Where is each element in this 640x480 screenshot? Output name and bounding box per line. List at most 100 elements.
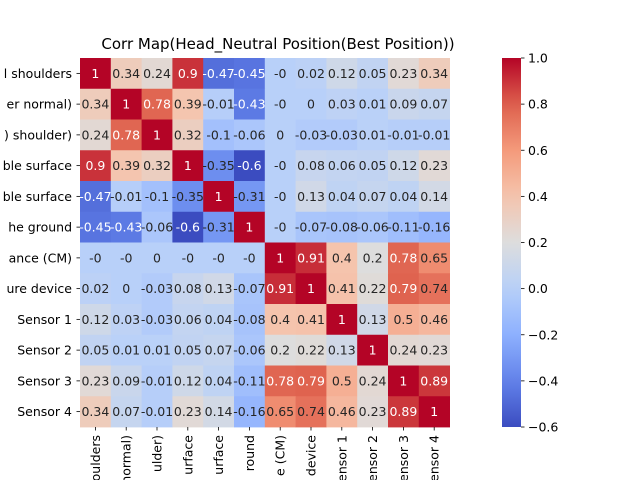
cell-value-label: 0 bbox=[122, 281, 130, 296]
heatmap-cell bbox=[172, 119, 204, 151]
heatmap-cell bbox=[418, 181, 450, 213]
colorbar-tick-label: −0.2 bbox=[528, 327, 558, 342]
colorbar-tick-label: 0.2 bbox=[528, 235, 548, 250]
cell-value-label: 1 bbox=[122, 97, 130, 112]
heatmap-cell bbox=[357, 334, 389, 366]
cell-value-label: 0 bbox=[307, 97, 315, 112]
cell-value-label: 0.03 bbox=[328, 97, 356, 112]
heatmap-cell bbox=[234, 396, 266, 428]
cell-value-label: 0.12 bbox=[328, 66, 356, 81]
cell-value-label: 0.13 bbox=[359, 312, 387, 327]
cell-value-label: 0.05 bbox=[359, 66, 387, 81]
heatmap-cell bbox=[203, 334, 235, 366]
cell-value-label: 1 bbox=[91, 66, 99, 81]
heatmap-cell bbox=[388, 211, 420, 243]
heatmap-cell bbox=[172, 396, 204, 428]
heatmap-cell bbox=[418, 396, 450, 428]
heatmap-cell bbox=[141, 396, 173, 428]
heatmap-cell bbox=[234, 58, 266, 90]
heatmap-cell bbox=[295, 304, 327, 336]
cell-value-label: -0 bbox=[89, 250, 102, 265]
row-tick-label: ance (CM) bbox=[9, 250, 72, 265]
heatmap-cell bbox=[326, 273, 358, 305]
cell-value-label: 0.91 bbox=[297, 250, 325, 265]
heatmap-cell bbox=[264, 365, 296, 397]
column-tick-label: ensor 2 bbox=[365, 435, 380, 480]
heatmap-cell bbox=[141, 211, 173, 243]
cell-value-label: 0.01 bbox=[112, 343, 140, 358]
heatmap-cell bbox=[172, 304, 204, 336]
heatmap-cell bbox=[141, 150, 173, 182]
cell-value-label: -0 bbox=[274, 220, 287, 235]
heatmap-cell bbox=[326, 365, 358, 397]
heatmap-cell bbox=[141, 88, 173, 120]
heatmap-cell bbox=[264, 150, 296, 182]
heatmap-cell bbox=[110, 242, 142, 274]
heatmap-cell bbox=[80, 242, 112, 274]
cell-value-label: 0.79 bbox=[297, 373, 325, 388]
colorbar-tick-label: −0.4 bbox=[528, 373, 558, 388]
heatmap-cell bbox=[418, 58, 450, 90]
cell-value-label: -0.31 bbox=[202, 220, 234, 235]
row-tick-label: ble surface bbox=[3, 158, 73, 173]
heatmap-value-labels: 1 0.34 0.24 0.9 -0.47-0.45 -0 0.02 0.12 0.05 0.23… bbox=[79, 66, 450, 419]
cell-value-label: 0.74 bbox=[420, 281, 448, 296]
cell-value-label: -0.06 bbox=[356, 220, 388, 235]
heatmap-cell bbox=[326, 396, 358, 428]
heatmap-cell bbox=[234, 304, 266, 336]
heatmap-cell bbox=[110, 334, 142, 366]
cell-value-label: 0.9 bbox=[178, 66, 198, 81]
heatmap-cell bbox=[234, 211, 266, 243]
cell-value-label: -0.07 bbox=[233, 281, 265, 296]
cell-value-label: -0.11 bbox=[387, 220, 419, 235]
heatmap-cell bbox=[326, 58, 358, 90]
heatmap-cell bbox=[388, 58, 420, 90]
heatmap-cell bbox=[264, 242, 296, 274]
cell-value-label: 0.4 bbox=[332, 250, 352, 265]
cell-value-label: 0.09 bbox=[389, 97, 417, 112]
column-tick-label: ensor 4 bbox=[427, 435, 442, 480]
cell-value-label: 0.22 bbox=[359, 281, 387, 296]
cell-value-label: 0.01 bbox=[359, 97, 387, 112]
cell-value-label: 0.07 bbox=[359, 189, 387, 204]
heatmap-cell bbox=[264, 119, 296, 151]
cell-value-label: 0.07 bbox=[112, 404, 140, 419]
heatmap-cell bbox=[418, 119, 450, 151]
cell-value-label: -0.31 bbox=[233, 189, 265, 204]
cell-value-label: 0.01 bbox=[143, 343, 171, 358]
cell-value-label: 0.78 bbox=[112, 127, 140, 142]
cell-value-label: 0.04 bbox=[205, 373, 233, 388]
row-tick-label: Sensor 2 bbox=[17, 343, 72, 358]
heatmap-cell bbox=[141, 365, 173, 397]
heatmap-cell bbox=[357, 58, 389, 90]
chart-title: Corr Map(Head_Neutral Position(Best Posi… bbox=[101, 35, 454, 54]
heatmap-cell bbox=[388, 150, 420, 182]
heatmap-cell bbox=[418, 334, 450, 366]
cell-value-label: -0.11 bbox=[233, 373, 265, 388]
heatmap-cell bbox=[203, 242, 235, 274]
heatmap-cell bbox=[388, 273, 420, 305]
cell-value-label: -0.01 bbox=[141, 404, 173, 419]
cell-value-label: 1 bbox=[245, 220, 253, 235]
column-tick-label: houlders bbox=[88, 435, 103, 480]
heatmap-cell bbox=[295, 88, 327, 120]
heatmap-cell bbox=[110, 150, 142, 182]
heatmap-cell bbox=[80, 304, 112, 336]
heatmap-cell bbox=[295, 211, 327, 243]
colorbar-tick-label: 0.8 bbox=[528, 97, 548, 112]
column-tick-label: ulder) bbox=[150, 435, 165, 472]
heatmap-cell bbox=[203, 211, 235, 243]
cell-value-label: -0.06 bbox=[141, 220, 173, 235]
heatmap-cell bbox=[357, 211, 389, 243]
heatmap-cell bbox=[203, 273, 235, 305]
heatmap-cell bbox=[203, 150, 235, 182]
heatmap-cell bbox=[172, 88, 204, 120]
heatmap-cell bbox=[418, 273, 450, 305]
cell-value-label: 0.09 bbox=[112, 373, 140, 388]
row-tick-label: Sensor 3 bbox=[17, 373, 72, 388]
cell-value-label: 0.01 bbox=[359, 127, 387, 142]
column-tick-label: ensor 1 bbox=[334, 435, 349, 480]
cell-value-label: 0.34 bbox=[81, 404, 109, 419]
cell-value-label: 0.06 bbox=[328, 158, 356, 173]
